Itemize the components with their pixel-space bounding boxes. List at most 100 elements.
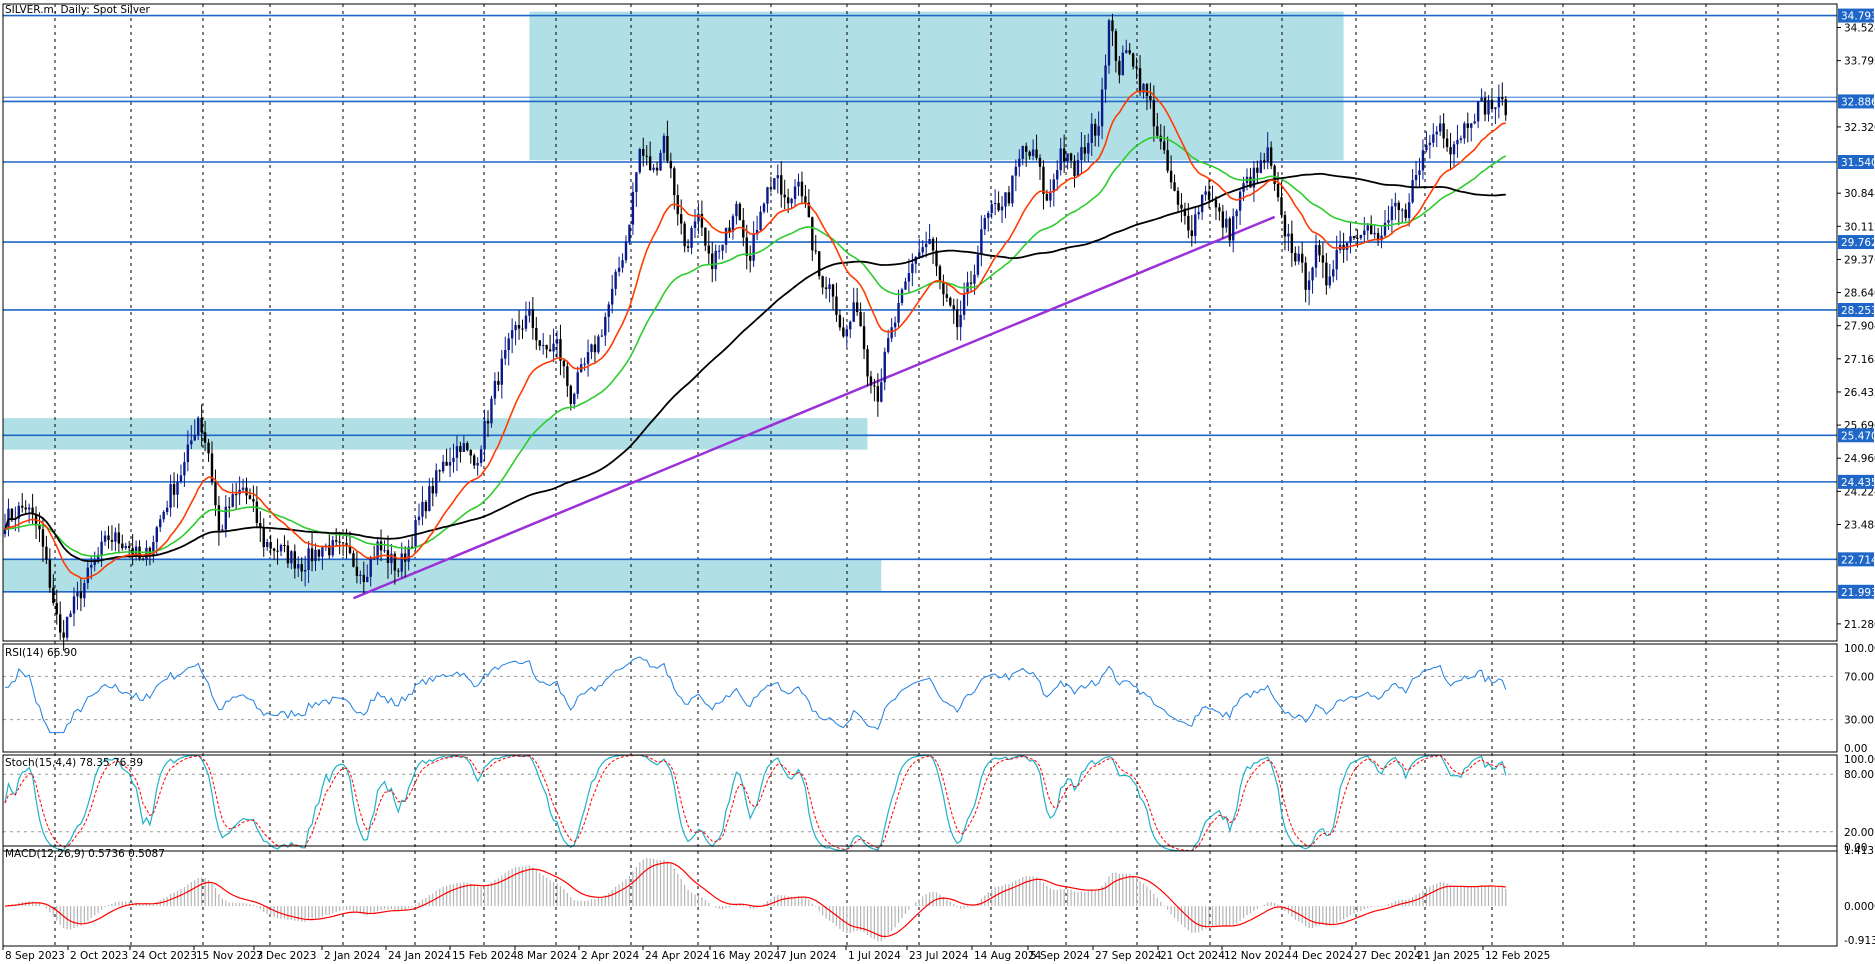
candle (479, 445, 483, 467)
candle-body (545, 345, 548, 350)
candle (1490, 88, 1494, 113)
candle-body (1483, 97, 1487, 115)
candle-body (793, 186, 797, 199)
candle-body (597, 336, 600, 353)
candle (266, 538, 269, 551)
candle-body (90, 565, 93, 568)
candle (1131, 52, 1135, 70)
candle (842, 317, 845, 338)
candle-body (52, 587, 55, 604)
candle-body (745, 237, 748, 256)
candle-body (1007, 192, 1011, 204)
candle-body (41, 529, 45, 547)
candle (924, 231, 928, 258)
candle (335, 528, 338, 547)
candle (1149, 82, 1152, 109)
candle-body (59, 614, 62, 633)
candle (1232, 208, 1235, 253)
candle (276, 538, 279, 565)
candle (1263, 152, 1266, 170)
candle (76, 581, 79, 610)
x-tick-label: 12 Feb 2025 (1485, 950, 1550, 962)
candle-body (45, 546, 48, 560)
candle-body (1269, 147, 1273, 166)
candle-body (1073, 160, 1076, 177)
candle-body (210, 453, 214, 483)
candle (24, 500, 27, 515)
macd-signal-line (4, 861, 1506, 938)
panel-frame (2, 3, 1838, 642)
candle (1321, 242, 1325, 279)
candle (635, 171, 638, 207)
candle (614, 269, 617, 296)
candle (1352, 235, 1356, 241)
macd-axis-label: 1.4137 (1844, 845, 1875, 857)
y-tick-label: 30.848 (1844, 188, 1875, 200)
candle (228, 497, 231, 518)
candle-body (890, 327, 893, 339)
candle (1176, 187, 1180, 213)
candle-body (359, 574, 362, 576)
candle-body (1169, 170, 1173, 183)
candle (704, 227, 707, 252)
candle (990, 200, 993, 219)
candle (773, 178, 776, 190)
candle-body (786, 197, 790, 204)
candle (1480, 88, 1483, 102)
candle-body (55, 603, 58, 615)
candle (669, 152, 673, 179)
candle-body (1125, 50, 1128, 53)
x-tick-label: 15 Feb 2024 (452, 950, 518, 962)
candle-body (500, 358, 503, 385)
candle (738, 202, 742, 221)
candle-body (1204, 191, 1207, 195)
candle (214, 469, 217, 517)
candle-body (1131, 53, 1135, 67)
x-tick-label: 15 Nov 2023 (196, 950, 263, 962)
candle (176, 473, 179, 509)
candle-body (1197, 212, 1200, 215)
candle (500, 349, 503, 399)
candle (1173, 174, 1176, 192)
candle-body (248, 495, 252, 500)
candle (1297, 245, 1300, 265)
candle-body (1149, 95, 1152, 101)
candle (1228, 216, 1231, 247)
level-badge-bg (1838, 428, 1874, 443)
candle-body (186, 444, 190, 463)
y-tick-label: 30.112 (1844, 221, 1875, 233)
candle (48, 548, 52, 593)
candle-body (1190, 230, 1193, 237)
candle-body (1045, 193, 1049, 201)
candle (528, 301, 531, 323)
candle (1390, 198, 1394, 235)
candle-body (648, 156, 652, 170)
candle (548, 334, 552, 352)
candle-body (959, 314, 962, 328)
candle-body (1266, 147, 1269, 163)
candle (1397, 200, 1400, 226)
candle (321, 546, 324, 570)
candle-body (1004, 192, 1007, 207)
candle (873, 378, 876, 402)
candle (1004, 192, 1007, 219)
candle (766, 186, 769, 213)
candle (521, 319, 524, 339)
macd-axis-label: -0.9136 (1844, 935, 1875, 947)
candle (262, 518, 265, 557)
candle (493, 372, 497, 405)
candle-body (824, 287, 828, 289)
level-badge-label: 21.993 (1841, 587, 1875, 599)
candle (755, 215, 759, 241)
candle-body (203, 432, 207, 443)
candle-body (314, 549, 317, 562)
x-tick-label: 7 Dec 2023 (256, 950, 316, 962)
candle (897, 289, 900, 329)
candle-body (1252, 167, 1256, 188)
candle-body (1287, 233, 1290, 237)
candle-body (1394, 202, 1397, 207)
candle-body (1111, 20, 1114, 32)
candle-body (286, 545, 290, 564)
candle-body (435, 470, 438, 494)
